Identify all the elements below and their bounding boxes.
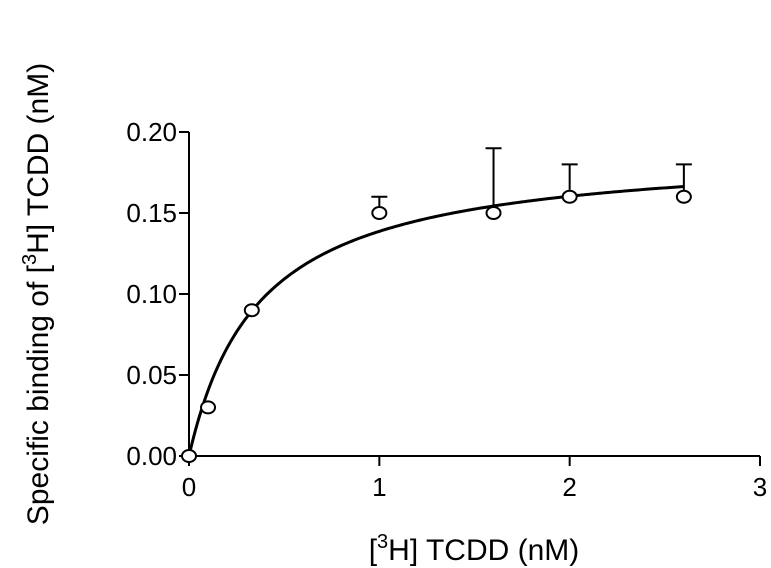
data-points (181, 189, 692, 463)
x-tick-label: 1 (372, 472, 386, 502)
y-tick-label: 0.05 (126, 360, 177, 390)
data-point (200, 400, 217, 415)
data-point (243, 303, 260, 318)
y-axis: 0.00 0.05 0.10 0.15 0.20 (126, 117, 190, 471)
x-tick-label: 3 (753, 472, 767, 502)
fit-curve (187, 185, 684, 457)
error-bars (371, 147, 692, 206)
x-axis-label: [3H] TCDD (nM) (369, 531, 580, 567)
data-point (181, 449, 197, 463)
data-point (485, 206, 502, 220)
y-tick-label: 0.10 (126, 279, 177, 309)
y-tick-label: 0.00 (126, 441, 177, 471)
y-axis-label: Specific binding of [3H] TCDD (nM) (19, 63, 55, 525)
data-point (561, 189, 578, 204)
y-tick-label: 0.15 (126, 198, 177, 228)
x-axis-label-superscript: 3 (377, 531, 388, 553)
x-tick-label: 0 (182, 472, 196, 502)
y-tick-label: 0.20 (126, 117, 177, 147)
fit-curve-layer (187, 185, 684, 457)
y-ticks: 0.00 0.05 0.10 0.15 0.20 (126, 117, 189, 471)
y-axis-label-superscript: 3 (19, 254, 41, 265)
x-ticks: 0 1 2 3 (182, 456, 767, 502)
x-tick-label: 2 (562, 472, 576, 502)
data-point (675, 189, 692, 204)
data-point (371, 206, 388, 220)
x-axis: 0 1 2 3 (182, 455, 767, 502)
